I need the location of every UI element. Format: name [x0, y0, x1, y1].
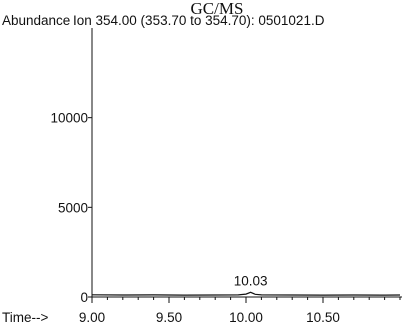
y-tick-label: 5000: [58, 200, 88, 215]
chart-title: GC/MS: [191, 0, 244, 18]
x-tick-label: 9.50: [156, 310, 182, 325]
series-line: [91, 291, 401, 296]
x-axis-ticks: 9.00 9.50 10.00 10.50: [79, 297, 401, 325]
y-axis-ticks: 0 5000 10000: [50, 111, 92, 305]
annotation-layer: 10.03: [234, 273, 268, 288]
series-layer: [91, 291, 401, 296]
ion-description: Ion 354.00 (353.70 to 354.70): 0501021.D: [73, 13, 325, 28]
x-tick-label: 10.50: [306, 310, 340, 325]
y-tick-label: 10000: [50, 111, 88, 126]
x-tick-label: 10.00: [229, 310, 263, 325]
x-axis-label: Time-->: [2, 310, 48, 325]
x-tick-label: 9.00: [79, 310, 105, 325]
y-axis-label: Abundance: [2, 13, 70, 28]
peak-label: 10.03: [234, 273, 268, 288]
y-tick-label: 0: [80, 290, 88, 305]
